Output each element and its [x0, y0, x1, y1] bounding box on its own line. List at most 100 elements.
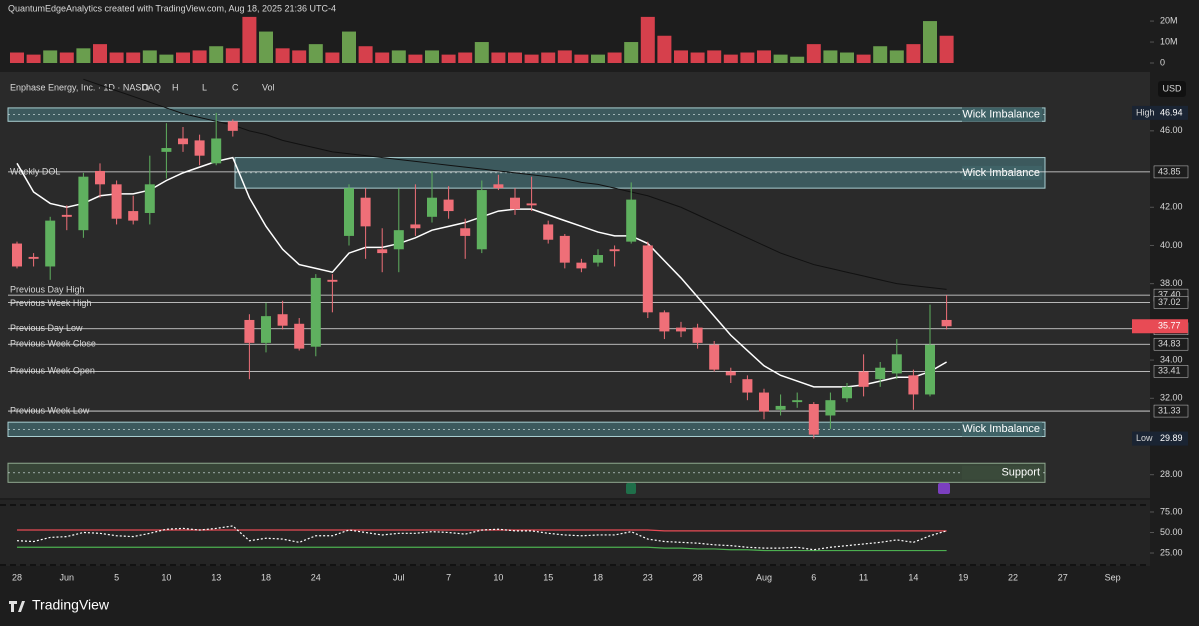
level-name: Previous Week Close: [10, 339, 96, 349]
candle-body: [659, 312, 670, 332]
candle-body: [775, 405, 786, 410]
oscillator-tick-label: 50.00: [1160, 527, 1183, 537]
level-name: Previous Week Low: [10, 405, 90, 415]
candle-body: [78, 176, 89, 231]
volume-bar: [408, 54, 423, 63]
volume-bar: [657, 35, 672, 63]
volume-tick-label: 20M: [1160, 15, 1178, 25]
candle-body: [543, 224, 554, 240]
volume-bar: [391, 50, 406, 63]
x-tick-label: 7: [446, 572, 451, 582]
candle-body: [891, 354, 902, 374]
oscillator-tick-label: 25.00: [1160, 547, 1183, 557]
candle-body: [427, 197, 437, 217]
price-tag-box: [1153, 165, 1189, 179]
y-tick-label: 32.00: [1160, 393, 1183, 403]
x-tick-label: 23: [643, 572, 653, 582]
volume-bar: [176, 52, 190, 63]
currency-button[interactable]: [1158, 81, 1186, 97]
candle-body: [61, 214, 72, 217]
volume-bar: [923, 21, 937, 63]
candle-body: [178, 138, 188, 145]
volume-bar: [806, 44, 821, 63]
ohlc-label: Vol: [262, 82, 275, 92]
x-tick-label: Jul: [393, 572, 405, 582]
oscillator-pane: [0, 500, 1150, 566]
candle-body: [261, 316, 271, 343]
candle-body: [526, 203, 537, 206]
candle-body: [858, 371, 869, 387]
volume-bar: [76, 48, 91, 63]
price-tag-box: [1153, 337, 1189, 351]
candle-body: [576, 262, 587, 269]
price-tag: 34.83: [1158, 339, 1181, 349]
x-tick-label: Aug: [756, 572, 772, 582]
price-tag-box: [1153, 365, 1189, 378]
zone-label: Wick Imbalance: [962, 109, 1040, 121]
volume-bar: [524, 54, 539, 63]
volume-bar: [308, 44, 323, 63]
volume-bar: [640, 16, 655, 63]
candle-body: [377, 249, 388, 254]
dividend-icon: [938, 483, 950, 494]
extreme-tag-name: High: [1136, 107, 1155, 117]
candle-body: [211, 138, 222, 164]
x-tick-label: 18: [261, 572, 271, 582]
zone-label: Wick Imbalance: [962, 423, 1040, 435]
candle-body: [327, 279, 338, 282]
earnings-icon: [626, 483, 636, 494]
candle-body: [676, 327, 686, 332]
x-tick-label: 5: [114, 572, 119, 582]
oscillator-line: [17, 546, 947, 552]
candle-body: [393, 230, 404, 250]
extreme-tag-box: [1132, 431, 1188, 446]
volume-bar: [607, 52, 622, 63]
ohlc-label: L: [202, 82, 207, 92]
volume-bar: [790, 56, 805, 63]
zone-label-box: [962, 165, 1042, 180]
candle-body: [759, 392, 769, 412]
x-tick-label: 19: [958, 572, 968, 582]
ohlc-label: O: [142, 82, 149, 92]
volume-bar: [557, 50, 572, 63]
candle-body: [609, 249, 620, 252]
volume-bar: [242, 16, 257, 63]
zone-label: Support: [1001, 467, 1040, 479]
currency[interactable]: USD: [1162, 83, 1182, 93]
symbol-title: Enphase Energy, Inc. · 1D · NASDAQ: [10, 82, 161, 92]
candle-body: [144, 184, 155, 213]
volume-bar: [275, 48, 290, 63]
y-tick-label: 28.00: [1160, 469, 1183, 479]
volume-bar: [192, 50, 207, 63]
volume-bar: [26, 54, 41, 63]
candle-body: [310, 277, 321, 347]
x-tick-label: 14: [908, 572, 918, 582]
volume-bar: [508, 52, 522, 63]
zone-label-box: [962, 465, 1042, 480]
volume-bar: [873, 46, 888, 63]
x-tick-label: 13: [211, 572, 221, 582]
x-tick-label: Sep: [1105, 572, 1121, 582]
y-tick-label: 40.00: [1160, 240, 1183, 250]
price-tag-box: [1153, 296, 1189, 309]
extreme-tag-box: [1132, 319, 1188, 334]
x-tick-label: 15: [543, 572, 553, 582]
candle-body: [925, 344, 935, 395]
volume-tick-label: 0: [1160, 57, 1165, 67]
volume-bar: [624, 42, 639, 63]
ohlc-label: H: [172, 82, 179, 92]
candle-body: [559, 235, 570, 263]
candle-body: [742, 379, 753, 393]
candle-body: [725, 371, 736, 376]
candle-body: [244, 319, 255, 343]
level-name: Previous Week High: [10, 298, 91, 308]
volume-bar: [441, 54, 456, 63]
moving-average: [83, 78, 947, 290]
volume-bar: [292, 50, 307, 63]
logo-mark: [9, 601, 25, 612]
candle-body: [493, 184, 504, 189]
candle-body: [692, 327, 703, 343]
volume-bar: [142, 50, 157, 63]
volume-bar: [375, 52, 390, 63]
x-tick-label: 18: [593, 572, 603, 582]
